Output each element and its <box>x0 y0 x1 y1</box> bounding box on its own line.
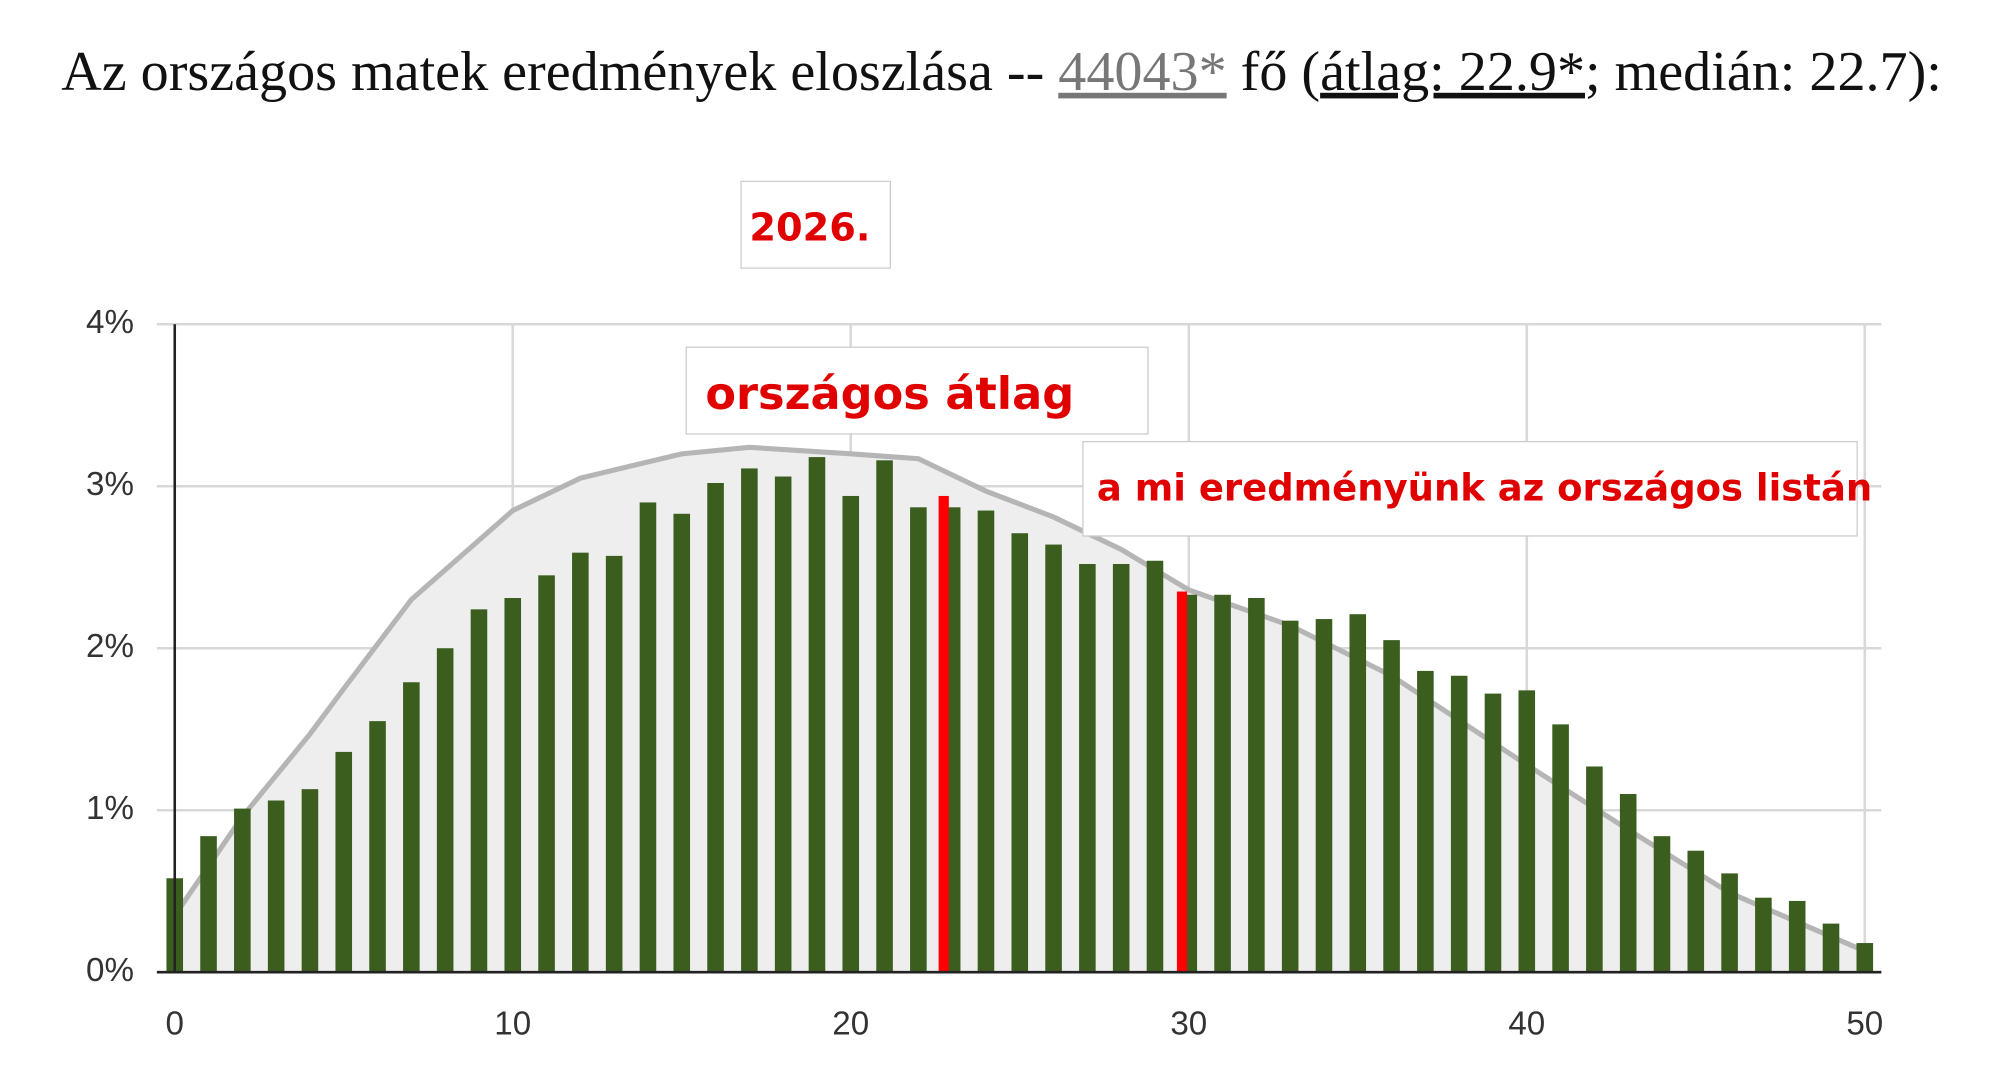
bar <box>774 476 792 973</box>
bar <box>1856 943 1874 973</box>
bar <box>267 800 285 973</box>
bar <box>436 648 454 973</box>
bar <box>842 495 860 973</box>
title-part: Az országos matek eredmények eloszlása -… <box>61 41 1058 103</box>
x-tick-label: 20 <box>832 1006 869 1043</box>
bar <box>538 575 555 973</box>
annotation: 2026. <box>749 205 870 250</box>
y-tick-label: 1% <box>86 790 134 827</box>
bar <box>369 721 386 973</box>
y-tick-label: 3% <box>86 466 134 503</box>
bar <box>1079 563 1096 973</box>
bar <box>403 682 420 973</box>
bar <box>1450 675 1468 973</box>
bar <box>639 502 657 973</box>
chart-title: Az országos matek eredmények eloszlása -… <box>61 41 1942 103</box>
bar <box>1619 794 1637 973</box>
title-part: 44043* <box>1058 41 1226 103</box>
annotation-box <box>1082 440 1858 537</box>
bar <box>301 789 319 973</box>
bar <box>1755 897 1772 973</box>
bar <box>1721 873 1738 973</box>
bar <box>1518 690 1536 973</box>
bar <box>1788 900 1806 973</box>
x-tick-label: 0 <box>166 1006 184 1043</box>
bar <box>1112 563 1130 973</box>
title-part: ; medián: 22.7): <box>1585 41 1942 103</box>
bar <box>741 468 758 973</box>
bar <box>1349 614 1367 973</box>
annotation-box <box>685 346 1149 435</box>
bar <box>707 483 724 973</box>
bar <box>1653 836 1671 973</box>
bar <box>1687 850 1705 973</box>
bar <box>808 457 826 973</box>
bar <box>1417 670 1434 973</box>
x-tick-label: 10 <box>494 1006 531 1043</box>
bar <box>605 555 623 973</box>
bar <box>1281 620 1299 973</box>
annotation: a mi eredményünk az országos listán <box>1097 467 1872 510</box>
bar <box>1822 923 1840 973</box>
bar <box>977 510 995 973</box>
x-tick-label: 50 <box>1846 1006 1883 1043</box>
curve-line <box>172 444 1866 954</box>
title-part: átlag: 22.9* <box>1320 41 1585 103</box>
bar <box>200 836 217 973</box>
bar <box>1045 544 1062 973</box>
x-tick-label: 30 <box>1170 1006 1207 1043</box>
x-tick-label: 40 <box>1508 1006 1545 1043</box>
bar <box>1315 619 1333 973</box>
bar <box>1383 640 1400 973</box>
bar <box>1214 594 1231 973</box>
y-tick-label: 4% <box>86 304 134 341</box>
bar <box>1011 533 1029 973</box>
bar <box>1484 693 1502 973</box>
y-tick-label: 0% <box>86 952 134 989</box>
bar <box>470 609 488 973</box>
highlight-bar <box>938 495 949 973</box>
bar <box>673 513 691 973</box>
plot-area: 0% 1% 2% 3% 4% 0 10 20 30 40 50 <box>86 304 1883 1043</box>
bar <box>910 507 927 973</box>
y-tick-label: 2% <box>86 628 134 665</box>
bar <box>335 751 353 973</box>
bar <box>504 598 522 973</box>
bar <box>876 460 893 973</box>
bar <box>234 808 251 973</box>
bar <box>572 552 589 973</box>
title-part: fő ( <box>1227 41 1320 103</box>
bar <box>1146 560 1164 973</box>
bar <box>1586 766 1603 973</box>
bar <box>1552 724 1569 973</box>
annotation-box <box>740 180 891 269</box>
annotation: országos átlag <box>705 368 1074 420</box>
highlight-bar <box>1176 591 1188 973</box>
bar <box>1248 598 1265 973</box>
